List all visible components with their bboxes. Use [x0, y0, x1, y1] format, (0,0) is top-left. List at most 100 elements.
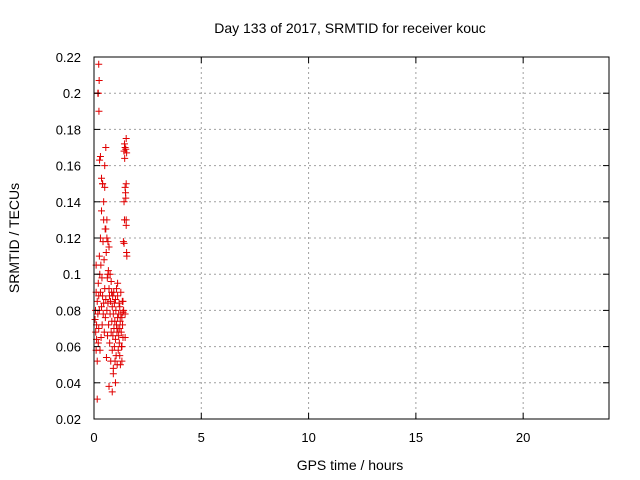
y-tick-label: 0.2	[63, 86, 81, 101]
data-point	[117, 328, 125, 336]
data-point	[111, 335, 119, 343]
data-point	[119, 321, 127, 329]
data-point	[121, 310, 129, 318]
y-tick-label: 0.22	[56, 50, 81, 65]
data-point	[102, 248, 110, 256]
data-point	[116, 352, 124, 360]
data-point	[96, 156, 104, 164]
chart-title: Day 133 of 2017, SRMTID for receiver kou…	[214, 20, 486, 36]
data-point	[97, 334, 105, 342]
data-point	[98, 303, 106, 311]
data-point	[118, 357, 126, 365]
x-tick-label: 0	[90, 430, 97, 445]
data-point	[94, 279, 102, 287]
data-point	[101, 183, 109, 191]
data-point	[98, 207, 106, 215]
data-point	[121, 334, 129, 342]
data-point	[98, 321, 106, 329]
data-point	[103, 234, 111, 242]
y-tick-label: 0.06	[56, 340, 81, 355]
data-point	[105, 321, 113, 329]
data-point	[98, 174, 106, 182]
data-point	[105, 285, 113, 293]
data-point	[120, 239, 128, 247]
data-point	[122, 180, 130, 188]
data-point	[91, 315, 99, 323]
data-point	[115, 339, 123, 347]
data-point	[122, 221, 130, 229]
data-point	[122, 194, 130, 202]
data-point	[95, 107, 103, 115]
data-point	[93, 297, 101, 305]
data-points	[91, 60, 131, 403]
y-tick-label: 0.08	[56, 303, 81, 318]
data-point	[96, 288, 104, 296]
y-axis-label: SRMTID / TECUs	[6, 183, 22, 293]
data-point	[122, 134, 130, 142]
data-point	[120, 140, 128, 148]
data-point	[115, 332, 123, 340]
y-tick-label: 0.16	[56, 159, 81, 174]
data-point	[102, 353, 110, 361]
data-point	[121, 144, 129, 151]
y-tick-label: 0.02	[56, 412, 81, 427]
data-point	[119, 238, 127, 246]
data-point	[107, 297, 115, 305]
data-point	[94, 339, 102, 347]
data-point	[111, 296, 119, 304]
data-point	[99, 292, 107, 300]
data-point	[100, 256, 108, 264]
x-tick-label: 5	[198, 430, 205, 445]
data-point	[118, 314, 126, 322]
data-point	[115, 299, 123, 307]
data-point	[107, 277, 115, 285]
data-point	[93, 357, 101, 365]
grid	[94, 57, 609, 419]
data-point	[111, 379, 119, 387]
data-point	[123, 149, 131, 157]
data-point	[111, 357, 119, 365]
data-point	[103, 274, 111, 282]
data-point	[119, 297, 127, 305]
y-tick-labels: 0.02 0.04 0.06 0.08 0.1 0.12 0.14 0.16 0.18 0.2 0.…	[56, 50, 81, 427]
data-point	[93, 395, 101, 403]
data-point	[120, 306, 128, 314]
data-point	[120, 216, 128, 224]
data-point	[116, 303, 124, 311]
data-point	[110, 288, 118, 296]
data-point	[105, 382, 113, 390]
data-point	[100, 198, 108, 206]
data-point	[103, 216, 111, 224]
data-point	[100, 328, 108, 336]
data-point	[121, 154, 129, 162]
data-point	[106, 339, 114, 347]
data-point	[110, 343, 118, 351]
data-point	[101, 162, 109, 170]
data-point	[108, 303, 116, 311]
y-tick-label: 0.12	[56, 231, 81, 246]
data-point	[92, 328, 100, 336]
data-point	[95, 252, 103, 260]
data-point	[114, 346, 122, 354]
data-point	[99, 310, 107, 318]
data-point	[101, 314, 109, 322]
y-tick-label: 0.04	[56, 376, 81, 391]
data-point	[114, 292, 122, 300]
data-point	[109, 370, 117, 378]
data-point	[103, 306, 111, 314]
y-tick-label: 0.14	[56, 195, 81, 210]
y-tick-label: 0.18	[56, 122, 81, 137]
data-point	[113, 321, 121, 329]
data-point	[95, 60, 103, 68]
data-point	[96, 153, 104, 161]
data-point	[105, 243, 113, 251]
data-point	[95, 325, 103, 332]
data-point	[104, 238, 112, 246]
data-point	[102, 296, 110, 304]
data-point	[102, 144, 110, 151]
data-point	[108, 388, 116, 396]
data-point	[117, 288, 125, 296]
data-point	[122, 145, 130, 153]
data-point	[99, 180, 107, 188]
